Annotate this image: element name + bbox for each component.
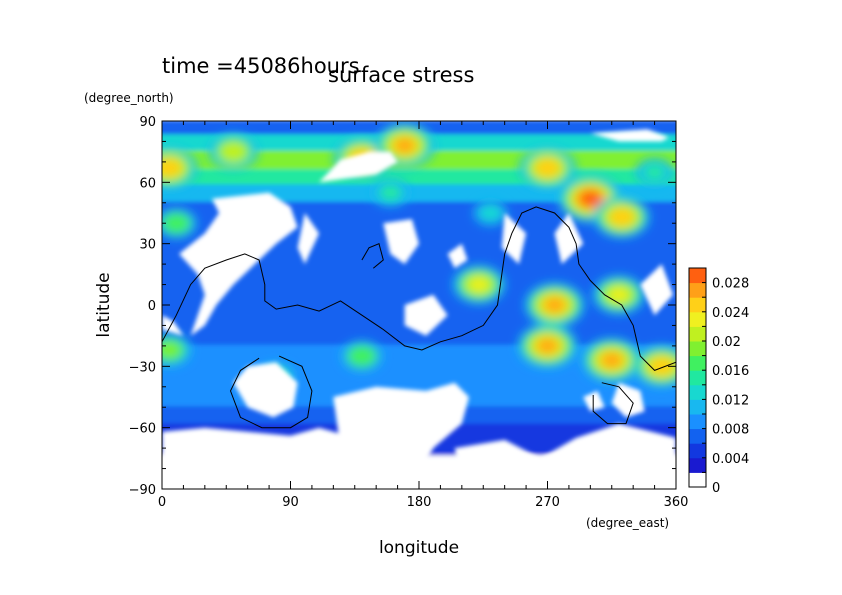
coastline	[162, 206, 676, 371]
y-tick-label: −30	[129, 360, 156, 375]
y-unit-label: (degree_north)	[84, 91, 174, 105]
y-tick-label: 90	[139, 115, 156, 130]
colorbar-label: 0.024	[712, 306, 749, 321]
colorbar-label: 0.004	[712, 452, 749, 467]
colorbar-swatch	[689, 472, 706, 488]
x-axis: 0 90 180 270 360	[158, 121, 689, 510]
colorbar-label: 0.008	[712, 423, 749, 438]
colorbar: 0 0.004 0.008 0.012 0.016 0.02 0.024 0.028	[688, 267, 749, 496]
field-band	[162, 263, 676, 286]
zero-region	[162, 427, 362, 489]
x-tick-label: 90	[282, 495, 299, 510]
x-tick-label: 270	[535, 495, 560, 510]
x-tick-label: 0	[158, 495, 166, 510]
colorbar-swatch	[689, 457, 706, 473]
colorbar-swatch	[689, 443, 706, 459]
x-tick-label: 180	[407, 495, 432, 510]
field-hotspot	[353, 349, 371, 363]
field-hotspot	[162, 342, 179, 358]
zero-region	[319, 151, 398, 183]
zero-region	[454, 423, 676, 489]
colorbar-label: 0.012	[712, 393, 749, 408]
colorbar-label: 0	[712, 481, 720, 496]
y-tick-label: 30	[139, 238, 156, 253]
field-hotspot	[546, 298, 563, 312]
field-hotspot	[582, 193, 598, 205]
colorbar-swatch	[689, 326, 706, 342]
zero-region	[447, 243, 468, 269]
field-hotspot	[162, 162, 177, 174]
colorbar-label: 0.028	[712, 277, 749, 292]
field-hotspot	[167, 216, 186, 230]
field-band	[162, 184, 676, 204]
field-hotspot	[614, 211, 630, 223]
field-hotspot	[610, 288, 628, 302]
field-hotspot-layer	[162, 123, 676, 391]
zero-region	[611, 382, 645, 418]
colorbar-swatch	[689, 282, 706, 298]
field-hotspot	[654, 360, 670, 373]
coastline	[592, 382, 634, 425]
y-tick-label: 0	[148, 299, 156, 314]
field-hotspot	[539, 339, 556, 352]
zero-region	[383, 219, 419, 265]
x-unit-label: (degree_east)	[586, 516, 669, 530]
colorbar-swatch	[689, 268, 706, 284]
colorbar-label: 0.02	[712, 335, 741, 350]
colorbar-label: 0.016	[712, 364, 749, 379]
coastline	[229, 355, 313, 429]
colorbar-swatch	[689, 428, 706, 444]
field-band	[162, 242, 676, 266]
colorbar-swatch	[689, 414, 706, 430]
zero-region	[583, 390, 605, 412]
zero-region	[162, 315, 184, 336]
colorbar-swatch	[689, 311, 706, 327]
field-hotspot	[470, 278, 488, 292]
x-tick-label: 360	[664, 495, 689, 510]
chart-title: surface stress	[328, 63, 474, 87]
field-zero-layer	[162, 129, 676, 489]
field-hotspot	[643, 163, 666, 181]
coastline	[361, 243, 384, 269]
y-axis-label: latitude	[94, 272, 114, 337]
zero-region	[297, 213, 320, 265]
zero-region	[554, 213, 584, 265]
colorbar-frame	[688, 267, 707, 488]
zero-region	[233, 362, 298, 418]
zero-region	[590, 129, 669, 142]
colorbar-swatch	[689, 297, 706, 313]
field-hotspot	[539, 162, 556, 174]
zero-region	[640, 264, 674, 316]
heatmap-field	[162, 121, 676, 489]
field-hotspot	[603, 354, 620, 367]
colorbar-swatch	[689, 384, 706, 400]
zero-region	[179, 192, 298, 336]
field-hotspot	[225, 145, 242, 158]
y-tick-label: 60	[139, 176, 156, 191]
y-tick-label: −60	[129, 422, 156, 437]
coastline-layer	[162, 206, 676, 429]
y-tick-label: −90	[129, 483, 156, 498]
colorbar-swatch	[689, 341, 706, 357]
zero-region	[501, 213, 527, 265]
colorbar-swatch	[689, 399, 706, 415]
y-axis: 90 60 30 0 −30 −60 −90	[129, 115, 676, 498]
time-label: time =45086hours	[162, 54, 360, 78]
colorbar-swatch	[689, 355, 706, 371]
x-axis-label: longitude	[379, 538, 459, 558]
zero-region	[333, 382, 469, 489]
field-hotspot	[396, 139, 413, 152]
field-hotspot	[480, 205, 501, 221]
field-hotspot	[379, 184, 402, 201]
colorbar-swatch	[689, 370, 706, 386]
zero-region	[404, 294, 448, 336]
